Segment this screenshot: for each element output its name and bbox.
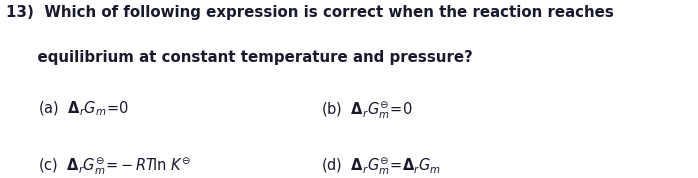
Text: (b)  $\mathbf{\Delta}_r\mathit{G}_m^{\ominus}\!=\!0$: (b) $\mathbf{\Delta}_r\mathit{G}_m^{\omi…	[321, 100, 413, 121]
Text: (a)  $\mathbf{\Delta}_r\mathit{G}_m\!=\!0$: (a) $\mathbf{\Delta}_r\mathit{G}_m\!=\!0…	[38, 100, 130, 118]
Text: equilibrium at constant temperature and pressure?: equilibrium at constant temperature and …	[6, 50, 473, 65]
Text: (d)  $\mathbf{\Delta}_r\mathit{G}_m^{\ominus}\!=\!\mathbf{\Delta}_r\mathit{G}_m$: (d) $\mathbf{\Delta}_r\mathit{G}_m^{\omi…	[321, 155, 441, 177]
Text: (c)  $\mathbf{\Delta}_r\mathit{G}_m^{\ominus}\!=\!-RT\!\ln\, K^{\ominus}$: (c) $\mathbf{\Delta}_r\mathit{G}_m^{\omi…	[38, 155, 191, 177]
Text: 13)  Which of following expression is correct when the reaction reaches: 13) Which of following expression is cor…	[6, 5, 614, 20]
